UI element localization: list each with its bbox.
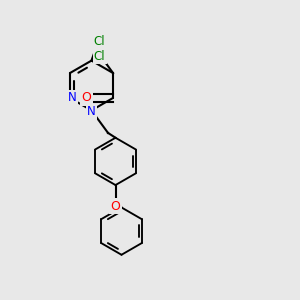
Text: Cl: Cl: [94, 50, 105, 63]
Text: Cl: Cl: [93, 34, 105, 48]
Text: N: N: [68, 92, 77, 104]
Text: O: O: [82, 92, 92, 104]
Text: O: O: [111, 200, 120, 213]
Text: N: N: [87, 105, 96, 119]
